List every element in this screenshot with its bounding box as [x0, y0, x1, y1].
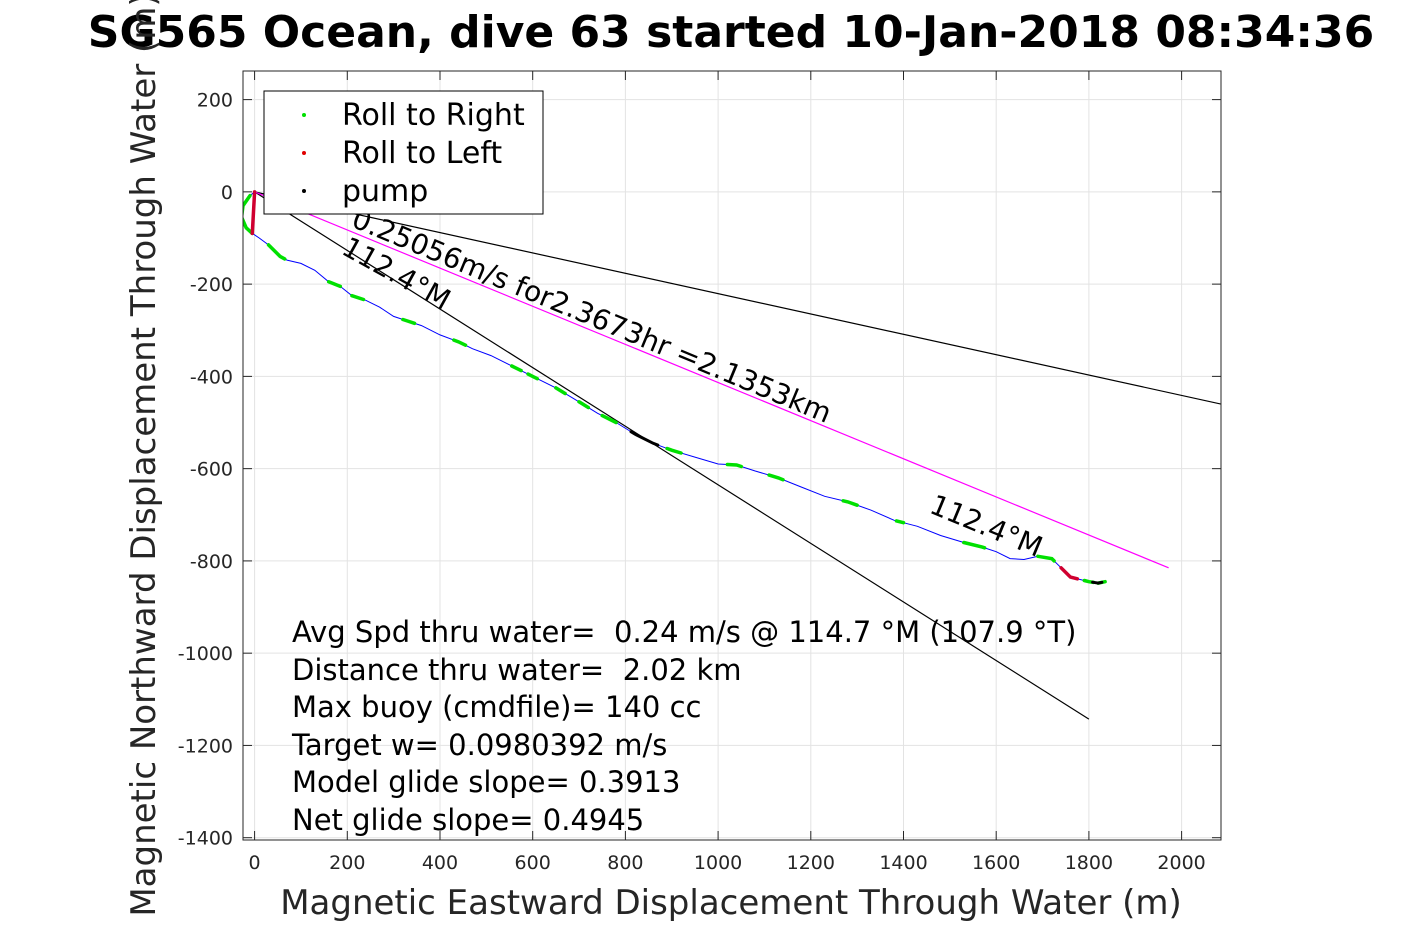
- heading-far: [254, 191, 1221, 405]
- roll-right-marks: [725, 462, 744, 469]
- x-tick-label: 1000: [694, 852, 742, 874]
- roll-right-marks: [526, 372, 540, 381]
- roll-left-marks: [250, 190, 257, 236]
- stat-distance: Distance thru water= 2.02 km: [292, 653, 742, 687]
- roll-right-marks: [1036, 554, 1056, 563]
- roll-right-marks: [600, 413, 618, 425]
- y-tick-label: -1400: [178, 828, 233, 850]
- y-tick-label: 0: [221, 182, 233, 204]
- current-vector: [254, 191, 1169, 569]
- x-tick-label: 800: [607, 852, 643, 874]
- x-tick-label: 200: [329, 852, 365, 874]
- series-layer: [243, 190, 1221, 720]
- y-tick-labels: 200 0 -200 -400 -600 -800 -1000 -1200 -1400: [178, 90, 233, 850]
- roll-right-marks: [452, 338, 468, 347]
- legend-label-pump: pump: [342, 174, 428, 209]
- roll-right-marks: [665, 446, 683, 455]
- legend-marker-roll-right: [302, 113, 306, 117]
- stat-avg-speed: Avg Spd thru water= 0.24 m/s @ 114.7 °M …: [292, 615, 1076, 649]
- legend-label-roll-left: Roll to Left: [342, 136, 502, 171]
- x-tick-label: 1800: [1065, 852, 1113, 874]
- y-tick-label: -400: [190, 366, 233, 388]
- axes-box: [242, 70, 1222, 841]
- y-tick-label: 200: [197, 90, 233, 112]
- legend-label-roll-right: Roll to Right: [342, 98, 525, 133]
- roll-right-marks: [841, 499, 859, 507]
- x-tick-labels: 0 200 400 600 800 1000 1200 1400 1600 1800 2000: [249, 852, 1206, 874]
- roll-right-marks: [326, 280, 343, 289]
- roll-right-marks: [243, 193, 255, 236]
- pump-marks: [629, 430, 660, 447]
- x-axis-label: Magnetic Eastward Displacement Through W…: [280, 883, 1182, 923]
- roll-right-marks: [962, 540, 987, 550]
- y-axis-label: Magnetic Northward Displacement Through …: [124, 0, 164, 917]
- legend: Roll to Right Roll to Left pump: [263, 90, 544, 215]
- roll-right-marks: [350, 293, 366, 302]
- y-tick-label: -200: [190, 274, 233, 296]
- stat-net-glide-slope: Net glide slope= 0.4945: [292, 803, 644, 837]
- x-tick-label: 1400: [879, 852, 927, 874]
- y-tick-label: -600: [190, 459, 233, 481]
- stat-target-w: Target w= 0.0980392 m/s: [291, 728, 667, 762]
- y-tick-label: -1200: [178, 735, 233, 757]
- x-tick-label: 0: [249, 852, 261, 874]
- x-tick-label: 400: [422, 852, 458, 874]
- roll-right-marks: [894, 519, 906, 525]
- y-tick-label: -1000: [178, 643, 233, 665]
- x-tick-label: 2000: [1157, 852, 1205, 874]
- x-tick-label: 600: [515, 852, 551, 874]
- roll-right-marks: [577, 400, 591, 410]
- legend-marker-roll-left: [302, 151, 306, 155]
- legend-box: [263, 90, 544, 215]
- stat-model-glide-slope: Model glide slope= 0.3913: [292, 765, 680, 799]
- x-tick-label: 1200: [787, 852, 835, 874]
- pump-marks: [1091, 580, 1104, 585]
- roll-right-marks: [510, 364, 523, 373]
- roll-right-marks: [401, 317, 417, 326]
- roll-right-marks: [767, 473, 785, 482]
- roll-left-marks: [1059, 566, 1080, 581]
- roll-right-marks: [554, 386, 567, 396]
- y-tick-label: -800: [190, 551, 233, 573]
- grid-lines: [243, 71, 1221, 840]
- stats-block: Avg Spd thru water= 0.24 m/s @ 114.7 °M …: [291, 615, 1076, 837]
- heading-112-4-near: [254, 191, 1090, 720]
- legend-marker-pump: [302, 189, 306, 193]
- chart-title: SG565 Ocean, dive 63 started 10-Jan-2018…: [88, 7, 1374, 58]
- stat-max-buoy: Max buoy (cmdfile)= 140 cc: [292, 690, 701, 724]
- tick-marks: [243, 71, 1221, 840]
- roll-right-marks: [266, 243, 287, 261]
- x-tick-label: 1600: [972, 852, 1020, 874]
